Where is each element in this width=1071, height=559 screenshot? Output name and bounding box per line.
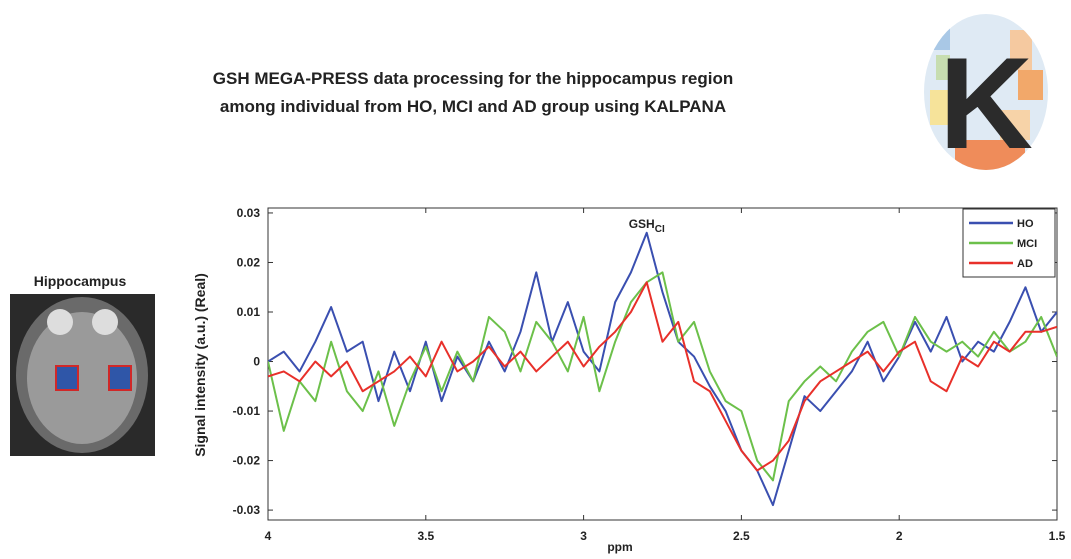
annotation-text: GSH [629, 217, 655, 231]
y-axis-label: Signal intensity (a.u.) (Real) [192, 273, 208, 457]
plot-area [268, 231, 1057, 507]
y-tick-label: 0 [253, 355, 260, 369]
title-line: among individual from HO, MCI and AD gro… [220, 97, 726, 116]
legend-label: MCI [1017, 238, 1037, 250]
x-tick-label: 3 [580, 529, 587, 543]
x-tick-label: 4 [265, 529, 272, 543]
legend-label: AD [1017, 258, 1033, 270]
annotation-subscript: CI [655, 224, 665, 235]
y-tick-label: 0.02 [237, 255, 261, 269]
data-line [268, 231, 1057, 507]
image-label: Hippocampus [34, 273, 127, 289]
y-tick-label: -0.03 [233, 503, 261, 517]
y-tick-label: 0.03 [237, 206, 261, 220]
x-tick-label: 2 [896, 529, 903, 543]
y-tick-label: -0.01 [233, 404, 261, 418]
annotation: GSHCI [629, 217, 665, 235]
x-tick-label: 3.5 [417, 529, 434, 543]
logo-letter: K [939, 30, 1033, 176]
y-tick-label: -0.02 [233, 454, 261, 468]
data-line [268, 281, 1057, 472]
x-axis-label: ppm [607, 540, 632, 554]
x-tick-label: 1.5 [1049, 529, 1066, 543]
mri-image [10, 294, 155, 456]
y-tick-label: 0.01 [237, 305, 261, 319]
legend-label: HO [1017, 218, 1034, 230]
x-tick-label: 2.5 [733, 529, 750, 543]
plot-frame [267, 207, 1058, 521]
data-line [268, 271, 1057, 482]
title-line: GSH MEGA-PRESS data processing for the h… [213, 69, 733, 88]
